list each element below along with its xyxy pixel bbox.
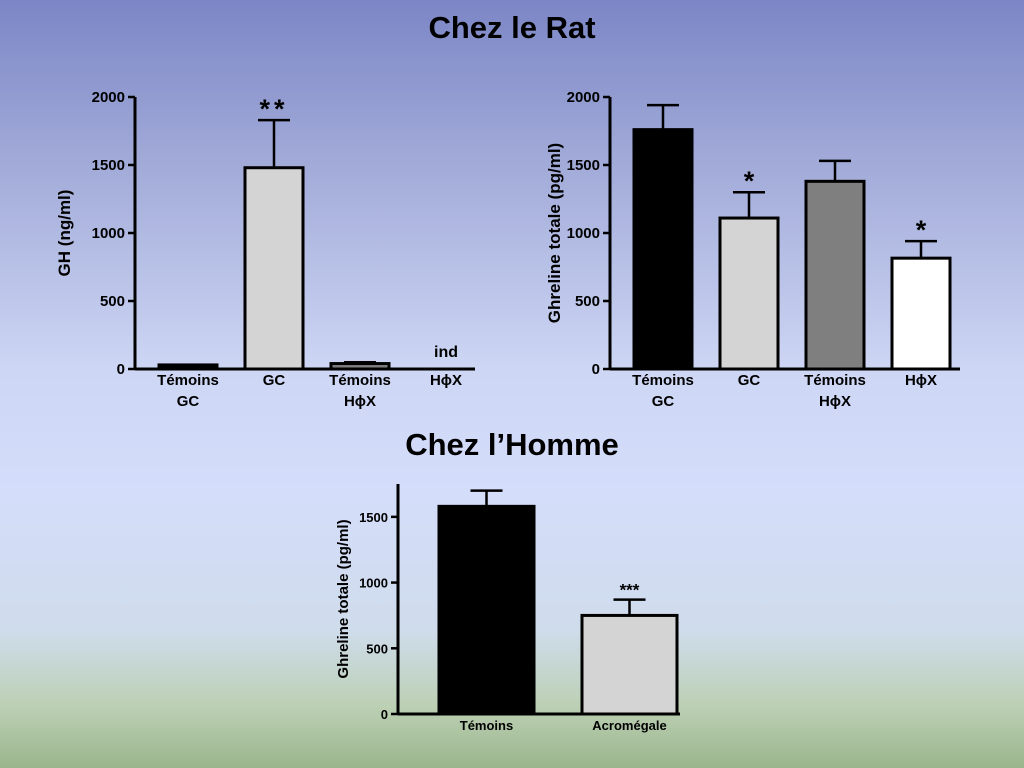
bar — [580, 613, 679, 716]
x-tick-label: Témoins — [329, 372, 391, 389]
x-tick-label: Témoins — [804, 372, 866, 389]
x-tick-label: Acromégale — [592, 718, 666, 733]
y-axis-label: Ghreline totale (pg/ml) — [335, 519, 352, 678]
x-tick-label: Témoins — [157, 372, 219, 389]
y-tick-label: 1000 — [567, 225, 600, 242]
x-tick-label: GC — [738, 372, 761, 389]
bar — [157, 363, 219, 371]
bar — [437, 504, 536, 716]
significance-marker: * — [744, 166, 755, 196]
bar — [718, 216, 780, 371]
bar — [243, 166, 305, 371]
x-tick-label: HϕX — [430, 372, 462, 389]
x-tick-label: GC — [652, 393, 675, 410]
heading-chez-le-rat: Chez le Rat — [428, 10, 596, 45]
y-tick-label: 500 — [366, 641, 388, 656]
y-tick-label: 2000 — [567, 89, 600, 106]
y-axis-label: Ghreline totale (pg/ml) — [545, 143, 564, 323]
heading-chez-l-homme: Chez l’Homme — [405, 427, 619, 462]
bar — [804, 179, 866, 371]
y-tick-label: 2000 — [92, 89, 125, 106]
significance-marker: ** — [259, 94, 288, 124]
x-tick-label: Témoins — [632, 372, 694, 389]
y-axis-label: GH (ng/ml) — [55, 190, 74, 277]
y-tick-label: 0 — [592, 361, 600, 378]
y-tick-label: 500 — [575, 293, 600, 310]
y-tick-label: 1000 — [359, 576, 388, 591]
y-tick-label: 0 — [381, 707, 388, 722]
data-label: ind — [434, 344, 458, 361]
y-tick-label: 1500 — [567, 157, 600, 174]
bar — [890, 256, 952, 371]
x-tick-label: GC — [177, 393, 200, 410]
significance-marker: * — [916, 215, 927, 245]
bar — [632, 128, 694, 371]
y-tick-label: 1500 — [359, 510, 388, 525]
gh-rat-chart: 0 500 1000 1500 2000 GH (ng/ml) Témoins GC ** GC T… — [55, 89, 475, 410]
x-tick-label: HϕX — [905, 372, 937, 389]
y-tick-label: 0 — [117, 361, 125, 378]
significance-marker: *** — [620, 581, 640, 600]
x-tick-label: HϕX — [819, 393, 851, 410]
bar — [329, 362, 391, 371]
x-tick-label: GC — [263, 372, 286, 389]
x-tick-label: HϕX — [344, 393, 376, 410]
y-tick-label: 1500 — [92, 157, 125, 174]
ghreline-rat-chart: 0 500 1000 1500 2000 Ghreline totale (pg/ml) T… — [545, 89, 960, 410]
x-tick-label: Témoins — [460, 718, 513, 733]
y-tick-label: 1000 — [92, 225, 125, 242]
y-tick-label: 500 — [100, 293, 125, 310]
ghreline-homme-chart: 0 500 1000 1500 Ghreline totale (pg/ml) Témoi… — [335, 484, 680, 733]
